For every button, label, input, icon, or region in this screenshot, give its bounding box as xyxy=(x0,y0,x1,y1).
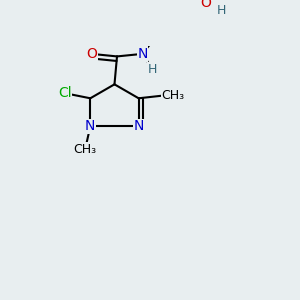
Text: O: O xyxy=(200,0,211,10)
Text: N: N xyxy=(137,47,148,61)
Text: N: N xyxy=(85,119,95,133)
Text: N: N xyxy=(134,119,144,133)
Text: O: O xyxy=(86,47,97,61)
Text: Cl: Cl xyxy=(58,86,72,100)
Text: CH₃: CH₃ xyxy=(161,89,184,102)
Text: CH₃: CH₃ xyxy=(74,142,97,155)
Text: H: H xyxy=(216,4,226,17)
Text: H: H xyxy=(148,63,157,76)
